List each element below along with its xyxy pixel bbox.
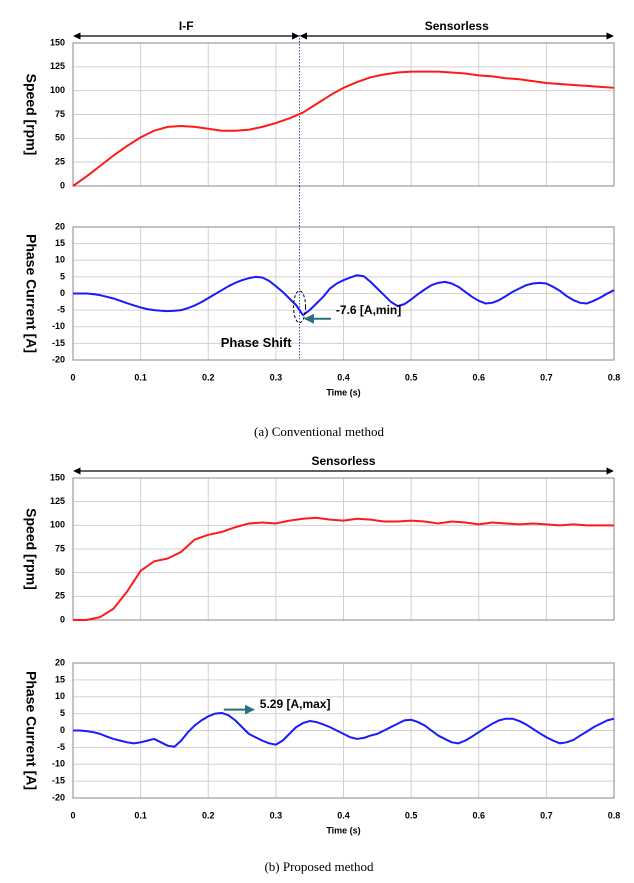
caption: (b) Proposed method: [264, 859, 374, 874]
y-tick-label: 5: [60, 708, 65, 718]
plot-frame: [72, 477, 615, 621]
x-tick-label: 0.5: [405, 810, 418, 820]
x-axis-label: Time (s): [326, 387, 360, 397]
x-tick-label: 0.7: [540, 372, 553, 382]
y-tick-label: -20: [52, 354, 65, 364]
y-tick-label: -15: [52, 776, 65, 786]
annotation: 5.29 [A,max]: [260, 697, 331, 711]
y-tick-label: -15: [52, 338, 65, 348]
y-tick-label: 20: [55, 657, 65, 667]
x-tick-label: 0.7: [540, 810, 553, 820]
y-tick-label: 100: [50, 520, 65, 530]
x-axis-label: Time (s): [326, 825, 360, 835]
y-tick-label: 15: [55, 674, 65, 684]
y-tick-label: -5: [57, 305, 65, 315]
annotation: -7.6 [A,min]: [336, 303, 401, 317]
x-tick-label: 0.3: [270, 372, 283, 382]
y-axis-label: Speed [rpm]: [23, 74, 39, 156]
y-tick-label: -20: [52, 792, 65, 802]
region-label: Sensorless: [311, 454, 375, 468]
y-tick-label: 0: [60, 180, 65, 190]
y-tick-label: 125: [50, 496, 65, 506]
y-tick-label: 150: [50, 37, 65, 47]
x-tick-label: 0.1: [134, 810, 147, 820]
y-tick-label: 0: [60, 725, 65, 735]
region-label: I-F: [179, 19, 194, 33]
x-tick-label: 0.2: [202, 372, 215, 382]
x-tick-label: 0.6: [472, 810, 485, 820]
x-tick-label: 0: [70, 372, 75, 382]
x-tick-label: 0.8: [608, 810, 621, 820]
y-tick-label: 25: [55, 591, 65, 601]
caption: (a) Conventional method: [254, 424, 384, 439]
x-tick-label: 0.6: [472, 372, 485, 382]
y-tick-label: 10: [55, 255, 65, 265]
y-tick-label: 50: [55, 133, 65, 143]
data-line: [72, 70, 615, 187]
y-tick-label: 25: [55, 157, 65, 167]
x-tick-label: 0: [70, 810, 75, 820]
x-tick-label: 0.4: [337, 372, 350, 382]
data-line: [73, 516, 614, 621]
y-tick-label: 5: [60, 271, 65, 281]
y-tick-label: 75: [55, 109, 65, 119]
y-tick-label: 150: [50, 472, 65, 482]
x-tick-label: 0.2: [202, 810, 215, 820]
region-label: Sensorless: [425, 19, 489, 33]
y-tick-label: 125: [50, 61, 65, 71]
y-tick-label: 10: [55, 691, 65, 701]
x-tick-label: 0.5: [405, 372, 418, 382]
y-tick-label: 15: [55, 238, 65, 248]
y-tick-label: 100: [50, 85, 65, 95]
y-tick-label: -10: [52, 759, 65, 769]
y-tick-label: 50: [55, 567, 65, 577]
data-line: [73, 711, 615, 748]
phase-shift-ring: [293, 290, 307, 324]
y-tick-label: 75: [55, 543, 65, 553]
y-axis-label: Speed [rpm]: [23, 508, 39, 590]
x-tick-label: 0.1: [134, 372, 147, 382]
y-axis-label: Phase Current [A]: [23, 234, 39, 353]
y-tick-label: 0: [60, 614, 65, 624]
y-tick-label: -5: [57, 742, 65, 752]
x-tick-label: 0.4: [337, 810, 350, 820]
x-tick-label: 0.3: [270, 810, 283, 820]
y-tick-label: 0: [60, 288, 65, 298]
y-tick-label: 20: [55, 221, 65, 231]
y-axis-label: Phase Current [A]: [23, 671, 39, 790]
x-tick-label: 0.8: [608, 372, 621, 382]
plot-frame: [72, 42, 615, 187]
data-line: [73, 274, 615, 317]
y-tick-label: -10: [52, 321, 65, 331]
annotation: Phase Shift: [221, 335, 292, 350]
